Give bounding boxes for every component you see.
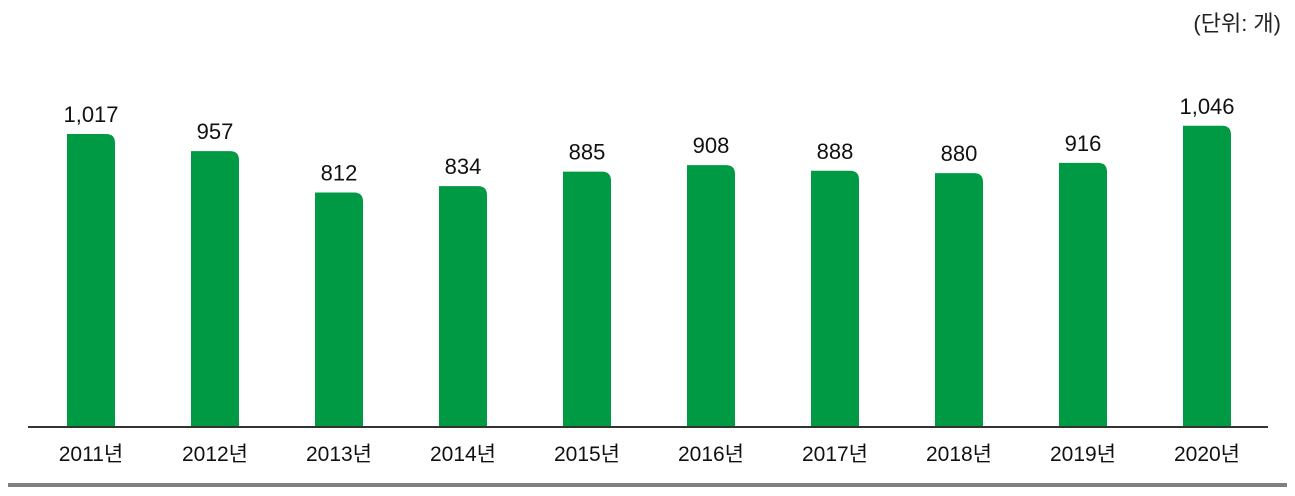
bar-2020년 xyxy=(1183,125,1231,428)
bar-2012년 xyxy=(191,151,239,427)
x-tick-label: 2011년 xyxy=(59,443,123,466)
x-tick-label: 2016년 xyxy=(678,443,744,466)
x-tick-label: 2014년 xyxy=(430,443,496,466)
x-tick-label: 2020년 xyxy=(1174,443,1240,466)
value-label: 880 xyxy=(941,141,978,166)
value-label: 957 xyxy=(197,119,234,144)
bars-group xyxy=(67,125,1231,428)
bar-2015년 xyxy=(563,171,611,427)
value-label: 834 xyxy=(445,154,482,179)
x-tick-label: 2018년 xyxy=(926,443,992,466)
bar-2011년 xyxy=(67,134,115,427)
bar-2014년 xyxy=(439,186,487,427)
bar-2013년 xyxy=(315,192,363,427)
x-tick-label: 2012년 xyxy=(182,443,248,466)
value-label: 888 xyxy=(817,139,854,164)
value-label: 916 xyxy=(1065,131,1102,156)
x-tick-labels-group: 2011년 2012년 2013년 2014년 2015년 2016년 2017년 2018년… xyxy=(59,443,1240,466)
value-label: 1,017 xyxy=(63,102,118,127)
x-tick-label: 2013년 xyxy=(306,443,372,466)
value-label: 885 xyxy=(569,140,606,165)
value-label: 1,046 xyxy=(1179,94,1234,119)
x-tick-label: 2019년 xyxy=(1050,443,1116,466)
value-labels-group: 1,017 957 812 834 885 908 888 880 916 1,046 xyxy=(63,94,1234,186)
bar-2018년 xyxy=(935,173,983,427)
value-label: 812 xyxy=(321,160,358,185)
bar-2017년 xyxy=(811,170,859,427)
value-label: 908 xyxy=(693,133,730,158)
unit-label: (단위: 개) xyxy=(1193,11,1281,36)
bar-2019년 xyxy=(1059,162,1107,428)
bar-2016년 xyxy=(687,165,735,427)
x-tick-label: 2015년 xyxy=(554,443,620,466)
x-tick-label: 2017년 xyxy=(802,443,868,466)
